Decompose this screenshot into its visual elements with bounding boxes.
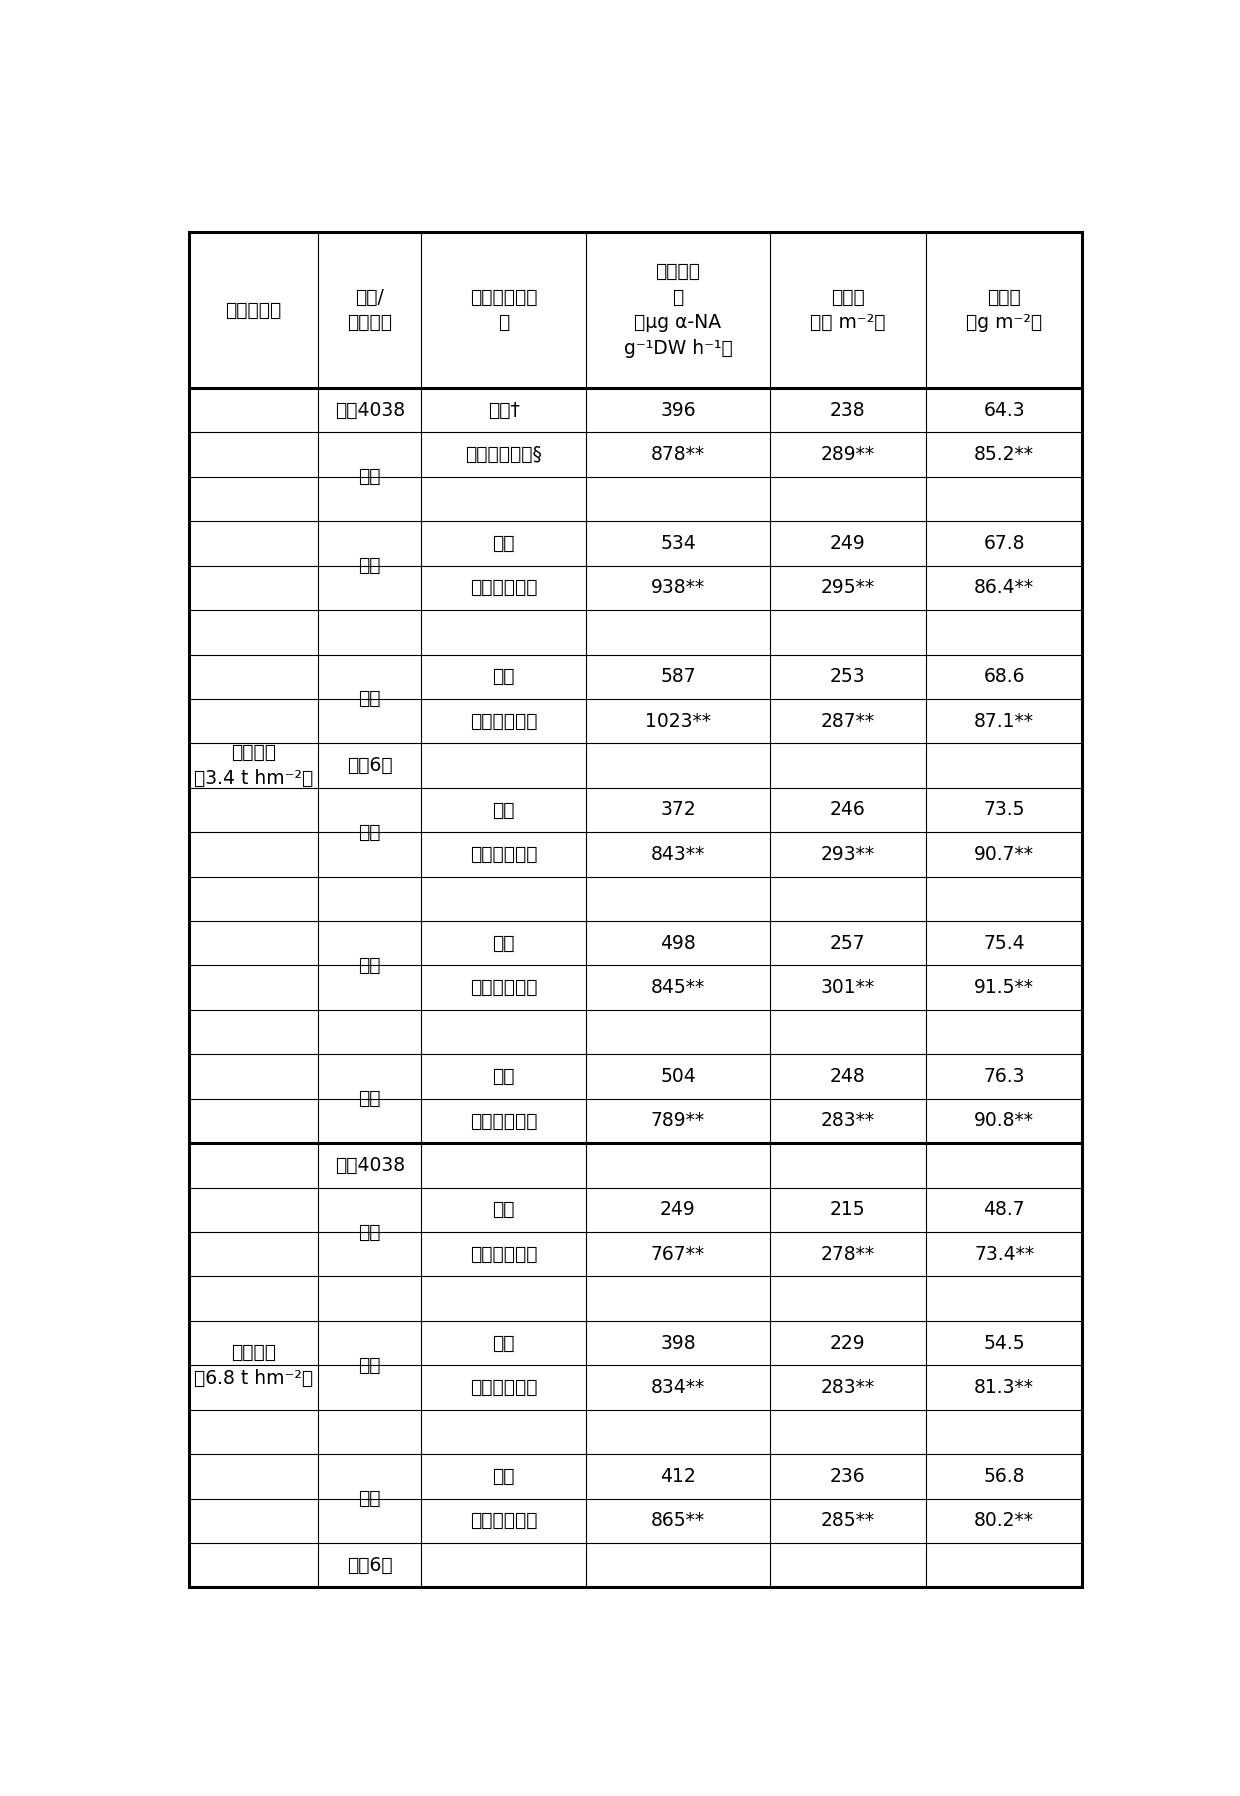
Text: 257: 257: [830, 934, 866, 952]
Text: 壤土: 壤土: [358, 557, 381, 575]
Text: 938**: 938**: [651, 578, 706, 598]
Text: 分蘖数
（个 m⁻²）: 分蘖数 （个 m⁻²）: [810, 287, 885, 332]
Text: 215: 215: [830, 1200, 866, 1219]
Text: 水分精确管理: 水分精确管理: [470, 1112, 537, 1130]
Text: 砂土: 砂土: [358, 1088, 381, 1108]
Text: 396: 396: [660, 401, 696, 420]
Text: 砂土: 砂土: [358, 1489, 381, 1509]
Text: 对照: 对照: [492, 1200, 515, 1219]
Text: 283**: 283**: [821, 1378, 875, 1397]
Text: 壤土: 壤土: [358, 1356, 381, 1374]
Text: 278**: 278**: [821, 1245, 875, 1264]
Text: 86.4**: 86.4**: [975, 578, 1034, 598]
Text: 73.4**: 73.4**: [975, 1245, 1034, 1264]
Text: 54.5: 54.5: [983, 1334, 1025, 1352]
Text: 865**: 865**: [651, 1510, 706, 1530]
Text: 粘土: 粘土: [358, 467, 381, 487]
Text: 水分精确管理: 水分精确管理: [470, 1510, 537, 1530]
Text: 苗干重
（g m⁻²）: 苗干重 （g m⁻²）: [966, 287, 1043, 332]
Text: 90.8**: 90.8**: [975, 1112, 1034, 1130]
Text: 对照: 对照: [492, 1067, 515, 1087]
Text: 301**: 301**: [821, 979, 875, 997]
Text: 504: 504: [660, 1067, 696, 1087]
Text: 全量还田
（6.8 t hm⁻²）: 全量还田 （6.8 t hm⁻²）: [193, 1343, 312, 1388]
Text: 789**: 789**: [651, 1112, 706, 1130]
Text: 扬稻6号: 扬稻6号: [347, 756, 392, 776]
Text: 水分精确管理: 水分精确管理: [470, 578, 537, 598]
Text: 水分精确管理: 水分精确管理: [470, 1378, 537, 1397]
Text: 289**: 289**: [821, 445, 875, 463]
Text: 分蘖期灌溉方
法: 分蘖期灌溉方 法: [470, 287, 537, 332]
Text: 水分精确管理: 水分精确管理: [470, 1245, 537, 1264]
Text: 283**: 283**: [821, 1112, 875, 1130]
Text: 水分精确管理: 水分精确管理: [470, 844, 537, 864]
Text: 76.3: 76.3: [983, 1067, 1025, 1087]
Text: 767**: 767**: [651, 1245, 706, 1264]
Text: 对照: 对照: [492, 1334, 515, 1352]
Text: 对照: 对照: [492, 801, 515, 819]
Text: 根系氧化
力
（μg α-NA
g⁻¹DW h⁻¹）: 根系氧化 力 （μg α-NA g⁻¹DW h⁻¹）: [624, 262, 733, 357]
Text: 67.8: 67.8: [983, 533, 1025, 553]
Text: 295**: 295**: [821, 578, 875, 598]
Text: 845**: 845**: [651, 979, 706, 997]
Text: 1023**: 1023**: [645, 711, 711, 731]
Text: 248: 248: [830, 1067, 866, 1087]
Text: 64.3: 64.3: [983, 401, 1025, 420]
Text: 对照: 对照: [492, 533, 515, 553]
Text: 壤土: 壤土: [358, 955, 381, 975]
Text: 水分精确管理: 水分精确管理: [470, 979, 537, 997]
Text: 水分精确管理§: 水分精确管理§: [465, 445, 542, 463]
Text: 246: 246: [830, 801, 866, 819]
Text: 对照: 对照: [492, 668, 515, 686]
Text: 粘土: 粘土: [358, 1223, 381, 1241]
Text: 878**: 878**: [651, 445, 706, 463]
Text: 238: 238: [830, 401, 866, 420]
Text: 372: 372: [660, 801, 696, 819]
Text: 半量还田
（3.4 t hm⁻²）: 半量还田 （3.4 t hm⁻²）: [193, 744, 312, 788]
Text: 398: 398: [660, 1334, 696, 1352]
Text: 对照: 对照: [492, 1467, 515, 1485]
Text: 56.8: 56.8: [983, 1467, 1025, 1485]
Text: 对照†: 对照†: [487, 401, 520, 420]
Text: 498: 498: [660, 934, 696, 952]
Text: 249: 249: [660, 1200, 696, 1219]
Text: 粘土: 粘土: [358, 823, 381, 842]
Text: 87.1**: 87.1**: [975, 711, 1034, 731]
Text: 91.5**: 91.5**: [975, 979, 1034, 997]
Text: 293**: 293**: [821, 844, 875, 864]
Text: 水分精确管理: 水分精确管理: [470, 711, 537, 731]
Text: 253: 253: [830, 668, 866, 686]
Text: 412: 412: [660, 1467, 696, 1485]
Text: 砂土: 砂土: [358, 690, 381, 708]
Text: 73.5: 73.5: [983, 801, 1025, 819]
Text: 249: 249: [830, 533, 866, 553]
Text: 扬粳4038: 扬粳4038: [335, 1157, 404, 1175]
Text: 81.3**: 81.3**: [975, 1378, 1034, 1397]
Text: 85.2**: 85.2**: [975, 445, 1034, 463]
Text: 287**: 287**: [821, 711, 875, 731]
Text: 285**: 285**: [821, 1510, 875, 1530]
Text: 扬稻6号: 扬稻6号: [347, 1555, 392, 1575]
Text: 68.6: 68.6: [983, 668, 1025, 686]
Text: 534: 534: [660, 533, 696, 553]
Text: 229: 229: [830, 1334, 866, 1352]
Text: 麦秸还田量: 麦秸还田量: [226, 300, 281, 320]
Text: 236: 236: [830, 1467, 866, 1485]
Text: 90.7**: 90.7**: [975, 844, 1034, 864]
Text: 品种/
土壤类型: 品种/ 土壤类型: [347, 287, 392, 332]
Text: 80.2**: 80.2**: [975, 1510, 1034, 1530]
Text: 48.7: 48.7: [983, 1200, 1025, 1219]
Text: 75.4: 75.4: [983, 934, 1025, 952]
Text: 扬粳4038: 扬粳4038: [335, 401, 404, 420]
Text: 843**: 843**: [651, 844, 706, 864]
Text: 587: 587: [660, 668, 696, 686]
Text: 对照: 对照: [492, 934, 515, 952]
Text: 834**: 834**: [651, 1378, 706, 1397]
